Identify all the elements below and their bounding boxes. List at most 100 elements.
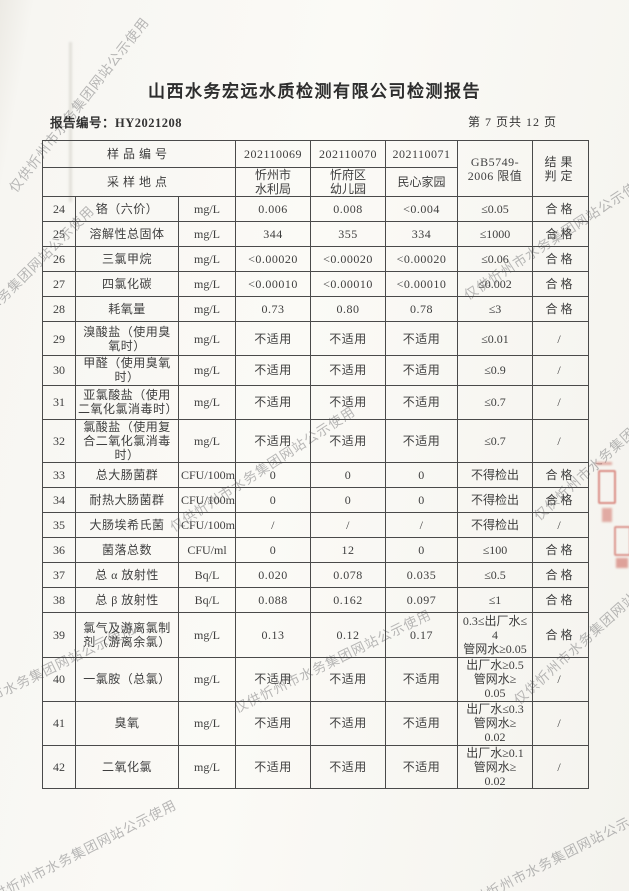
- result-value: 合格: [532, 221, 590, 248]
- stamp-mark: [602, 508, 612, 522]
- parameter-name: 铬（六价）: [75, 196, 179, 223]
- parameter-name: 三氯甲烷: [75, 246, 179, 273]
- row-number: 32: [42, 418, 76, 464]
- sample1-value: 不适用: [235, 700, 312, 746]
- sample1-value: 0.020: [235, 562, 312, 589]
- sample1-value: 0.088: [235, 587, 312, 614]
- table-row: 30 甲醛（使用臭氧时） mg/L 不适用 不适用 不适用 ≤0.9 /: [42, 355, 590, 386]
- sample3-value: 不适用: [385, 384, 459, 420]
- limit-value: ≤1: [457, 587, 534, 614]
- sample3-value: 0: [385, 462, 459, 489]
- row-number: 31: [42, 384, 76, 420]
- unit-cell: mg/L: [177, 744, 237, 790]
- row-number: 25: [42, 221, 76, 248]
- parameter-name: 氯气及游离氯制剂（游离余氯）: [75, 612, 179, 659]
- row-number: 30: [42, 355, 76, 386]
- row-number: 42: [42, 744, 76, 790]
- unit-cell: Bq/L: [177, 562, 237, 589]
- location-3: 民心家园: [385, 166, 459, 198]
- result-value: 合格: [532, 562, 590, 589]
- row-number: 26: [42, 246, 76, 273]
- sample2-value: 不适用: [310, 744, 387, 790]
- parameter-name: 总 α 放射性: [75, 562, 179, 589]
- result-value: 合格: [532, 587, 590, 614]
- unit-cell: CFU/ml: [177, 537, 237, 564]
- sample2-value: 0.078: [310, 562, 387, 589]
- sample3-value: 不适用: [385, 700, 459, 746]
- parameter-name: 亚氯酸盐（使用二氧化氯消毒时）: [75, 384, 179, 420]
- limit-value: 不得检出: [457, 512, 534, 539]
- parameter-name: 四氯化碳: [75, 271, 179, 298]
- row-number: 38: [42, 587, 76, 614]
- results-table: 样品编号 202110069 202110070 202110071 GB574…: [41, 139, 590, 790]
- sample1-value: 不适用: [235, 321, 312, 357]
- unit-cell: CFU/100ml: [177, 462, 237, 489]
- sample-id-1: 202110069: [235, 140, 312, 168]
- sample1-value: <0.00010: [235, 271, 312, 298]
- parameter-name: 耐热大肠菌群: [75, 487, 179, 514]
- limit-value: ≤0.002: [457, 271, 534, 298]
- sample3-value: <0.004: [385, 196, 459, 223]
- parameter-name: 总大肠菌群: [75, 462, 179, 489]
- sample1-value: 0.13: [235, 612, 312, 659]
- parameter-name: 一氯胺（总氯）: [75, 657, 179, 702]
- result-value: /: [532, 321, 590, 357]
- report-title: 山西水务宏远水质检测有限公司检测报告: [148, 82, 481, 101]
- unit-cell: mg/L: [177, 246, 237, 273]
- sample2-value: 0.162: [310, 587, 387, 614]
- table-row: 28 耗氧量 mg/L 0.73 0.80 0.78 ≤3 合格: [42, 296, 590, 323]
- page-number: 第 7 页共 12 页: [468, 115, 558, 129]
- parameter-name: 溴酸盐（使用臭氧时）: [75, 321, 179, 357]
- row-number: 33: [42, 462, 76, 489]
- sample3-value: 不适用: [385, 355, 459, 386]
- report-number: 报告编号：HY2021208: [50, 116, 183, 130]
- table-row: 36 菌落总数 CFU/ml 0 12 0 ≤100 合格: [42, 537, 590, 564]
- sample2-value: 0: [310, 487, 387, 514]
- sample2-value: <0.00020: [310, 246, 387, 273]
- row-number: 35: [42, 512, 76, 539]
- sample2-value: /: [310, 512, 387, 539]
- row-number: 24: [42, 196, 76, 223]
- unit-cell: mg/L: [177, 355, 237, 386]
- result-value: 合格: [532, 462, 590, 489]
- limit-value: 0.3≤出厂水≤ 4 管网水≥0.05: [457, 612, 534, 659]
- location-label: 采样地点: [41, 166, 237, 198]
- sample3-value: 不适用: [385, 418, 459, 464]
- result-value: /: [532, 418, 590, 464]
- row-number: 28: [42, 296, 76, 323]
- sample3-value: 不适用: [385, 744, 459, 790]
- table-row: 24 铬（六价） mg/L 0.006 0.008 <0.004 ≤0.05 合…: [42, 196, 590, 223]
- limit-value: 出厂水≤0.3 管网水≥ 0.02: [457, 700, 534, 746]
- location-1: 忻州市 水利局: [235, 166, 312, 198]
- parameter-name: 臭氧: [75, 700, 179, 746]
- sample3-value: 不适用: [385, 657, 459, 702]
- sample1-value: 0: [235, 487, 312, 514]
- sample1-value: 0.006: [235, 196, 312, 223]
- watermark-text: 仅供忻州市水务集团网站公示使用: [458, 801, 629, 891]
- unit-cell: mg/L: [177, 418, 237, 464]
- sample3-value: 0.17: [385, 612, 459, 659]
- result-value: /: [532, 744, 590, 790]
- parameter-name: 菌落总数: [75, 537, 179, 564]
- unit-cell: mg/L: [177, 700, 237, 746]
- sample3-value: <0.00020: [385, 246, 459, 273]
- unit-cell: mg/L: [177, 296, 237, 323]
- table-row: 26 三氯甲烷 mg/L <0.00020 <0.00020 <0.00020 …: [42, 246, 590, 273]
- result-value: 合格: [532, 196, 590, 223]
- parameter-name: 甲醛（使用臭氧时）: [75, 355, 179, 386]
- sample2-value: 不适用: [310, 418, 387, 464]
- sample3-value: 0: [385, 537, 459, 564]
- parameter-name: 耗氧量: [75, 296, 179, 323]
- watermark-text: 仅供忻州市水务集团网站公示使用: [0, 797, 179, 891]
- result-value: /: [532, 355, 590, 386]
- sample1-value: 0.73: [235, 296, 312, 323]
- stamp-mark: [596, 462, 612, 465]
- limit-value: ≤100: [457, 537, 534, 564]
- unit-cell: mg/L: [177, 196, 237, 223]
- header-row-sample-id: 样品编号 202110069 202110070 202110071 GB574…: [41, 139, 590, 198]
- table-row: 27 四氯化碳 mg/L <0.00010 <0.00010 <0.00010 …: [42, 271, 590, 298]
- limit-value: ≤0.5: [457, 562, 534, 589]
- limit-value: ≤0.05: [457, 196, 534, 223]
- sample1-value: 不适用: [235, 384, 312, 420]
- sample-id-2: 202110070: [310, 140, 387, 168]
